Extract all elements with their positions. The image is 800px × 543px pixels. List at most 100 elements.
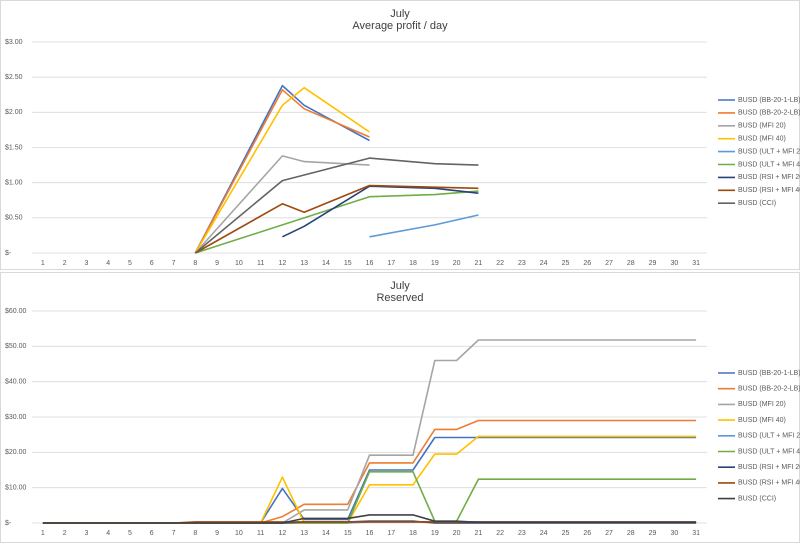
x-tick-label: 6 — [150, 530, 154, 537]
x-tick-label: 26 — [583, 530, 591, 537]
x-tick-label: 19 — [431, 260, 439, 267]
x-tick-label: 12 — [279, 530, 287, 537]
x-tick-label: 3 — [84, 530, 88, 537]
x-tick-label: 28 — [627, 530, 635, 537]
x-tick-label: 18 — [409, 260, 417, 267]
x-tick-label: 7 — [172, 260, 176, 267]
x-tick-label: 29 — [649, 260, 657, 267]
legend-label: BUSD (ULT + MFI 40) — [738, 161, 800, 168]
x-tick-label: 17 — [387, 530, 395, 537]
legend-label: BUSD (RSI + MFI 40) — [738, 480, 800, 487]
legend-label: BUSD (MFI 40) — [738, 417, 786, 424]
x-tick-label: 27 — [605, 530, 613, 537]
legend-label: BUSD (MFI 40) — [738, 136, 786, 143]
y-tick-label: $- — [5, 250, 12, 257]
legend-label: BUSD (RSI + MFI 20) — [738, 174, 800, 181]
series-line — [42, 436, 697, 524]
series-line — [195, 190, 479, 254]
series-line — [194, 157, 479, 254]
chart-subtitle: Average profit / day — [352, 20, 448, 32]
legend-label: BUSD (RSI + MFI 20) — [738, 464, 800, 471]
x-tick-label: 6 — [150, 260, 154, 267]
x-tick-label: 22 — [496, 530, 504, 537]
x-tick-label: 24 — [540, 260, 548, 267]
series-line — [194, 84, 370, 254]
x-tick-label: 5 — [128, 530, 132, 537]
legend-label: BUSD (MFI 20) — [738, 401, 786, 408]
x-tick-label: 8 — [193, 260, 197, 267]
x-tick-label: 15 — [344, 260, 352, 267]
x-tick-label: 4 — [106, 260, 110, 267]
legend-label: BUSD (MFI 20) — [738, 123, 786, 130]
x-tick-label: 21 — [474, 530, 482, 537]
series-line — [194, 184, 479, 254]
chart-title: July — [390, 8, 410, 20]
x-tick-label: 21 — [474, 260, 482, 267]
x-tick-label: 20 — [453, 530, 461, 537]
legend-label: BUSD (BB-20-2-LB) — [738, 110, 800, 117]
legend-label: BUSD (BB-20-2-LB) — [738, 386, 800, 393]
x-tick-label: 24 — [540, 530, 548, 537]
x-tick-label: 5 — [128, 260, 132, 267]
x-tick-label: 16 — [366, 260, 374, 267]
x-tick-label: 16 — [366, 530, 374, 537]
legend-label: BUSD (ULT + MFI 40) — [738, 448, 800, 455]
series-line — [194, 155, 370, 254]
series-line — [194, 86, 370, 254]
x-tick-label: 4 — [106, 530, 110, 537]
x-tick-label: 14 — [322, 260, 330, 267]
x-tick-label: 8 — [193, 530, 197, 537]
x-tick-label: 30 — [670, 530, 678, 537]
x-tick-label: 11 — [257, 260, 264, 267]
x-tick-label: 25 — [562, 260, 570, 267]
series-line — [42, 339, 697, 524]
y-tick-label: $2.50 — [5, 74, 23, 81]
x-tick-label: 13 — [300, 260, 308, 267]
chart-frame — [0, 0, 800, 270]
y-tick-label: $2.00 — [5, 109, 23, 116]
legend-label: BUSD (ULT + MFI 20) — [738, 433, 800, 440]
x-tick-label: 11 — [257, 530, 264, 537]
y-tick-label: $1.50 — [5, 144, 23, 151]
y-tick-label: $1.00 — [5, 180, 23, 187]
x-tick-label: 17 — [387, 260, 395, 267]
y-tick-label: $0.50 — [5, 215, 23, 222]
y-tick-label: $60.00 — [5, 308, 27, 315]
x-tick-label: 15 — [344, 530, 352, 537]
x-tick-label: 25 — [562, 530, 570, 537]
x-tick-label: 10 — [235, 260, 243, 267]
x-tick-label: 9 — [215, 260, 219, 267]
x-tick-label: 1 — [41, 530, 45, 537]
x-tick-label: 23 — [518, 260, 526, 267]
legend-label: BUSD (ULT + MFI 20) — [738, 148, 800, 155]
y-tick-label: $- — [5, 520, 12, 527]
y-tick-label: $50.00 — [5, 343, 27, 350]
series-line — [194, 89, 370, 254]
y-tick-label: $20.00 — [5, 449, 27, 456]
x-tick-label: 30 — [670, 260, 678, 267]
x-tick-label: 19 — [431, 530, 439, 537]
legend-label: BUSD (CCI) — [738, 495, 776, 502]
y-tick-label: $3.00 — [5, 39, 23, 46]
x-tick-label: 18 — [409, 530, 417, 537]
x-tick-label: 28 — [627, 260, 635, 267]
x-tick-label: 14 — [322, 530, 330, 537]
legend-label: BUSD (RSI + MFI 40) — [738, 187, 800, 194]
series-line — [42, 514, 697, 524]
x-tick-label: 31 — [692, 530, 700, 537]
x-tick-label: 2 — [63, 260, 67, 267]
y-tick-label: $40.00 — [5, 379, 27, 386]
legend-label: BUSD (BB-20-1-LB) — [738, 370, 800, 377]
chart-frame — [0, 272, 800, 543]
x-tick-label: 12 — [279, 260, 287, 267]
legend-label: BUSD (CCI) — [738, 200, 776, 207]
x-tick-label: 1 — [41, 260, 45, 267]
chart-subtitle: Reserved — [376, 292, 423, 304]
x-tick-label: 27 — [605, 260, 613, 267]
chart-title: July — [390, 280, 410, 292]
series-line — [369, 214, 479, 238]
x-tick-label: 9 — [215, 530, 219, 537]
x-tick-label: 22 — [496, 260, 504, 267]
y-tick-label: $30.00 — [5, 414, 27, 421]
